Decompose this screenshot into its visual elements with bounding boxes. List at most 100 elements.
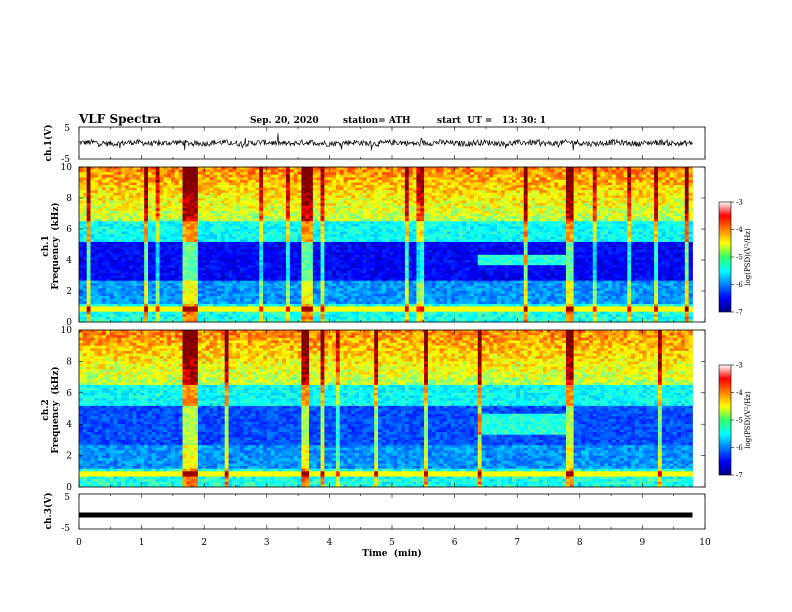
spectrogram-cell (155, 185, 160, 189)
spectrogram-cell (197, 177, 203, 181)
spectrogram-cell (358, 280, 364, 284)
spectrogram-cell (312, 182, 318, 186)
spectrogram-cell (174, 316, 180, 320)
spectrogram-cell (117, 311, 122, 315)
spectrogram-cell (316, 260, 321, 263)
spectrogram-cell (174, 226, 180, 230)
spectrogram-cell (98, 275, 103, 279)
spectrogram-cell (140, 247, 145, 251)
spectrogram-cell (247, 262, 252, 266)
spectrogram-cell (86, 198, 91, 201)
spectrogram-cell (366, 257, 371, 261)
spectrogram-cell (305, 319, 310, 323)
spectrogram-cell (347, 275, 352, 279)
spectrogram-cell (355, 309, 360, 313)
spectrogram-cell (94, 182, 99, 186)
spectrogram-cell (362, 314, 367, 318)
spectrogram-cell (228, 221, 233, 225)
spectrogram-cell (125, 236, 130, 240)
spectrogram-cell (178, 254, 183, 258)
spectrogram-cell (224, 244, 229, 248)
spectrogram-cell (232, 169, 237, 173)
spectrogram-cell (109, 192, 114, 196)
spectrogram-cell (217, 182, 222, 186)
spectrogram-cell (163, 260, 168, 263)
spectrogram-cell (155, 182, 160, 186)
spectrogram-cell (332, 303, 337, 307)
spectrogram-cell (186, 185, 191, 189)
spectrogram-cell (324, 169, 329, 173)
spectrogram-cell (148, 185, 153, 189)
spectrogram-cell (381, 301, 387, 305)
spectrogram-cell (117, 298, 122, 302)
spectrogram-cell (159, 234, 164, 238)
spectrogram-cell (155, 200, 160, 204)
spectrogram-cell (151, 210, 157, 214)
spectrogram-cell (90, 169, 95, 173)
spectrogram-cell (182, 210, 187, 214)
spectrogram-cell (151, 167, 157, 170)
spectrogram-cell (140, 298, 145, 302)
spectrogram-cell (182, 169, 187, 173)
spectrogram-cell (167, 182, 172, 186)
spectrogram-cell (186, 311, 191, 315)
spectrogram-cell (125, 252, 130, 256)
spectrogram-cell (209, 301, 214, 305)
spectrogram-cell (194, 195, 199, 199)
spectrogram-cell (243, 252, 249, 256)
spectrogram-cell (113, 200, 118, 204)
spectrogram-cell (148, 216, 153, 220)
spectrogram-cell (343, 174, 348, 178)
spectrogram-cell (94, 200, 99, 204)
spectrogram-cell (328, 249, 333, 253)
spectrogram-cell (301, 190, 306, 194)
spectrogram-cell (297, 247, 302, 251)
spectrogram-cell (259, 182, 264, 186)
spectrogram-cell (190, 190, 195, 194)
spectrogram-cell (270, 296, 275, 300)
spectrogram-cell (79, 272, 84, 276)
spectrogram-cell (171, 234, 176, 238)
spectrogram-cell (270, 283, 275, 287)
spectrogram-cell (282, 179, 287, 183)
spectrogram-cell (151, 316, 157, 320)
spectrogram-cell (266, 314, 272, 318)
spectrogram-cell (347, 174, 352, 178)
spectrogram-cell (385, 260, 390, 263)
spectrogram-cell (339, 298, 344, 302)
spectrogram-cell (389, 260, 394, 263)
spectrogram-cell (144, 314, 149, 318)
spectrogram-cell (151, 190, 157, 194)
spectrogram-cell (167, 293, 172, 297)
spectrogram-cell (324, 213, 329, 217)
spectrogram-cell (293, 226, 298, 230)
spectrogram-cell (128, 265, 134, 269)
spectrogram-cell (278, 198, 283, 201)
spectrogram-cell (174, 198, 180, 201)
spectrogram-cell (247, 172, 252, 176)
spectrogram-cell (132, 257, 137, 261)
spectrogram-cell (362, 172, 367, 176)
spectrogram-cell (232, 280, 237, 284)
spectrogram-cell (232, 291, 237, 294)
spectrogram-cell (90, 275, 95, 279)
spectrogram-cell (385, 267, 390, 271)
spectrogram-cell (255, 208, 260, 212)
spectrogram-cell (274, 200, 279, 204)
spectrogram-cell (286, 179, 291, 183)
spectrogram-cell (194, 262, 199, 266)
spectrogram-cell (347, 187, 352, 191)
spectrogram-cell (259, 239, 264, 243)
spectrogram-cell (274, 236, 279, 240)
spectrogram-cell (86, 254, 91, 258)
spectrogram-cell (278, 280, 283, 284)
spectrogram-cell (270, 210, 275, 214)
spectrogram-cell (109, 272, 114, 276)
spectrogram-cell (255, 319, 260, 323)
spectrogram-cell (190, 177, 195, 181)
spectrogram-cell (243, 203, 249, 207)
spectrogram-cell (270, 167, 275, 170)
spectrogram-cell (347, 252, 352, 256)
spectrogram-cell (251, 275, 256, 279)
spectrogram-cell (240, 262, 245, 266)
